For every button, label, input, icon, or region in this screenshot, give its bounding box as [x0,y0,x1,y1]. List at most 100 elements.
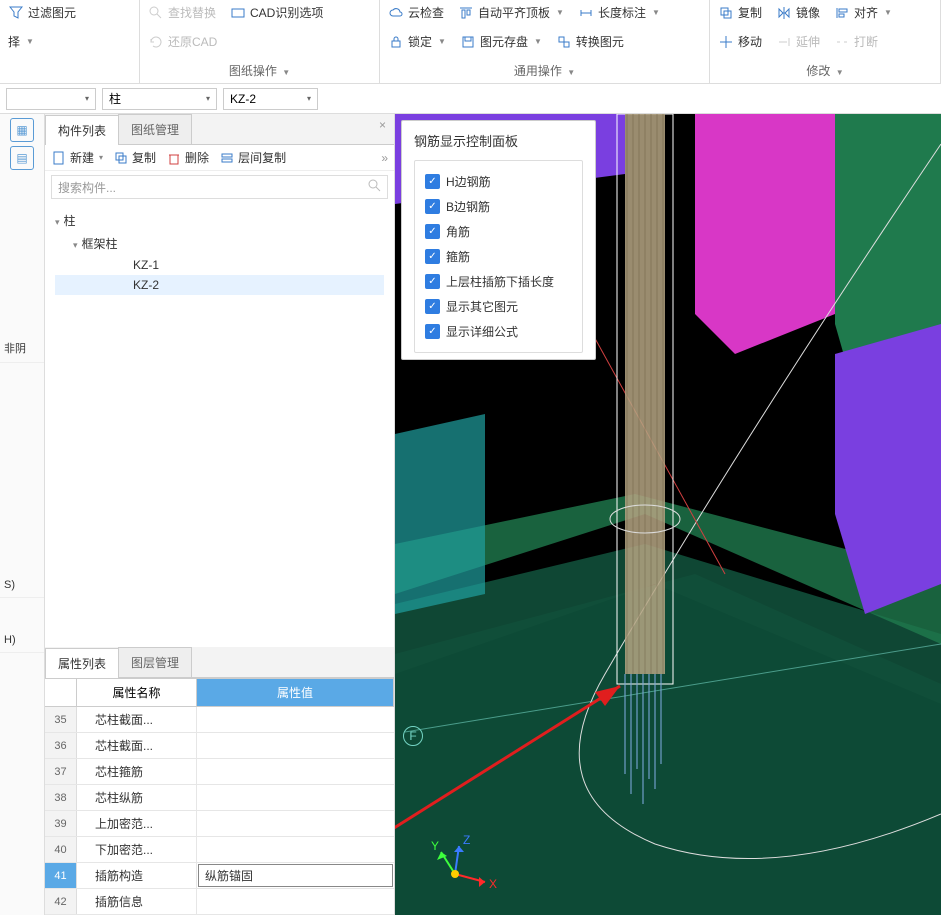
delete-button[interactable]: 删除 [166,149,209,166]
component-panel: 构件列表 图纸管理 × 新建▾ 复制 删除 层间复制 » 搜索构件... ▾柱 … [45,114,395,915]
copy-comp-button[interactable]: 复制 [113,149,156,166]
save-elem-button[interactable]: 图元存盘▼ [458,31,544,52]
cad-icon [230,5,246,21]
property-row[interactable]: 42插筋信息 [45,889,394,915]
tree-node-kz2[interactable]: KZ-2 [55,275,384,295]
extend-button[interactable]: 延伸 [774,31,822,52]
rebar-checkbox-item[interactable]: ✓角筋 [425,219,572,244]
cloud-label: 云检查 [408,4,444,21]
checkbox-icon: ✓ [425,324,440,339]
rebar-checkbox-item[interactable]: ✓B边钢筋 [425,194,572,219]
cloud-check-button[interactable]: 云检查 [386,2,446,23]
rebar-item-label: 上层柱插筋下插长度 [446,273,554,290]
search-input[interactable]: 搜索构件... [51,175,388,199]
row-number: 38 [45,785,77,810]
selector-1[interactable]: ▾ [6,88,96,110]
delete-label: 删除 [185,149,209,166]
new-button[interactable]: 新建▾ [51,149,103,166]
property-row[interactable]: 39上加密范... [45,811,394,837]
copy-icon [113,150,129,166]
tree-node-frame-column[interactable]: ▾框架柱 [55,232,384,255]
sidebar-tool-1[interactable]: ▦ [10,118,34,142]
copy-button[interactable]: 复制 [716,2,764,23]
viewport-3d[interactable]: X Y Z F 钢筋显示控制面板 ✓H边钢筋✓B边钢筋✓角筋✓箍筋✓上层柱插筋下… [395,114,941,915]
property-row[interactable]: 40下加密范... [45,837,394,863]
row-number: 35 [45,707,77,732]
ribbon-group-general: 云检查 自动平齐顶板▼ 长度标注▼ 锁定▼ 图元存盘▼ 转换图元 通用操作 ▼ [380,0,710,83]
copy-icon [718,5,734,21]
rebar-checkbox-item[interactable]: ✓显示其它图元 [425,294,572,319]
rebar-panel-title: 钢筋显示控制面板 [414,131,583,150]
toolbar-more[interactable]: » [381,151,388,165]
ribbon: 过滤图元 择▼ 择 查找替换 CAD识别选项 还原CAD 图纸操作 ▼ [0,0,941,84]
new-icon [51,150,67,166]
chevron-down-icon: ▾ [85,94,89,103]
property-name: 芯柱纵筋 [77,785,197,810]
property-row[interactable]: 38芯柱纵筋 [45,785,394,811]
property-value[interactable] [197,837,394,862]
property-row[interactable]: 36芯柱截面... [45,733,394,759]
mirror-label: 镜像 [796,4,820,21]
floor-copy-icon [219,150,235,166]
restore-cad-button[interactable]: 还原CAD [146,31,219,52]
property-value[interactable] [197,811,394,836]
move-button[interactable]: 移动 [716,31,764,52]
left-sidebar: ▦ ▤ 非阴 S) H) [0,114,45,915]
tree-node-kz1[interactable]: KZ-1 [55,255,384,275]
tree-root-label: 柱 [64,214,76,228]
length-dim-button[interactable]: 长度标注▼ [576,2,662,23]
mirror-button[interactable]: 镜像 [774,2,822,23]
tree-node-column[interactable]: ▾柱 [55,209,384,232]
align-button[interactable]: 对齐▼ [832,2,894,23]
property-value[interactable] [197,707,394,732]
rebar-checkbox-item[interactable]: ✓显示详细公式 [425,319,572,344]
checkbox-icon: ✓ [425,299,440,314]
filter-elements-button[interactable]: 过滤图元 [6,2,78,23]
break-icon [834,34,850,50]
collapse-icon: ▾ [55,217,60,227]
property-row[interactable]: 35芯柱截面... [45,707,394,733]
cad-options-button[interactable]: CAD识别选项 [228,2,325,23]
axis-label-f: F [403,726,423,746]
sidebar-tool-2[interactable]: ▤ [10,146,34,170]
property-row[interactable]: 41插筋构造纵筋锚固 [45,863,394,889]
property-row[interactable]: 37芯柱箍筋 [45,759,394,785]
property-name: 芯柱截面... [77,733,197,758]
property-value[interactable] [197,889,394,914]
property-name: 上加密范... [77,811,197,836]
tab-properties[interactable]: 属性列表 [45,648,119,678]
rebar-item-label: B边钢筋 [446,198,490,215]
chevron-down-icon: ▼ [884,8,892,17]
move-icon [718,34,734,50]
cloud-icon [388,5,404,21]
close-icon[interactable]: × [371,114,394,144]
rebar-checkbox-item[interactable]: ✓箍筋 [425,244,572,269]
floor-copy-button[interactable]: 层间复制 [219,149,286,166]
find-replace-button[interactable]: 查找替换 [146,2,218,23]
rebar-checkbox-item[interactable]: ✓上层柱插筋下插长度 [425,269,572,294]
dimension-icon [578,5,594,21]
search-icon [368,179,381,195]
property-value[interactable] [197,759,394,784]
lock-button[interactable]: 锁定▼ [386,31,448,52]
search-placeholder: 搜索构件... [58,179,116,196]
selector-3[interactable]: KZ-2▾ [223,88,318,110]
selector-2[interactable]: 柱▾ [102,88,217,110]
property-value[interactable] [197,785,394,810]
tab-drawing-mgmt[interactable]: 图纸管理 [118,114,192,144]
rebar-checkbox-item[interactable]: ✓H边钢筋 [425,169,572,194]
property-value[interactable]: 纵筋锚固 [198,864,393,887]
move-label: 移动 [738,33,762,50]
property-name: 插筋构造 [77,863,197,888]
sidebar-label-h: H) [0,628,44,653]
auto-align-button[interactable]: 自动平齐顶板▼ [456,2,566,23]
tab-component-list[interactable]: 构件列表 [45,115,119,145]
break-button[interactable]: 打断 [832,31,880,52]
property-name: 下加密范... [77,837,197,862]
trash-icon [166,150,182,166]
convert-elem-button[interactable]: 转换图元 [554,31,626,52]
property-value[interactable] [197,733,394,758]
tree-frame-label: 框架柱 [82,237,118,251]
select-button[interactable]: 择▼ [6,31,36,52]
tab-layers[interactable]: 图层管理 [118,647,192,677]
